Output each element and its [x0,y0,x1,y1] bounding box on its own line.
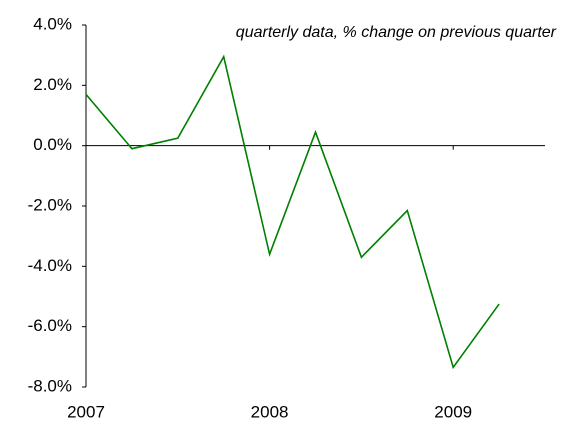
y-tick-label: -2.0% [28,195,72,214]
y-tick-label: -8.0% [28,376,72,395]
y-tick-label: 4.0% [33,14,72,33]
y-tick-label: -6.0% [28,316,72,335]
y-tick-label: -4.0% [28,256,72,275]
y-tick-label: 2.0% [33,75,72,94]
x-tick-label: 2009 [434,402,472,421]
x-tick-label: 2007 [67,402,105,421]
x-tick-label: 2008 [251,402,289,421]
y-tick-label: 0.0% [33,135,72,154]
line-series [85,54,500,370]
annotation: quarterly data, % change on previous qua… [236,24,557,41]
